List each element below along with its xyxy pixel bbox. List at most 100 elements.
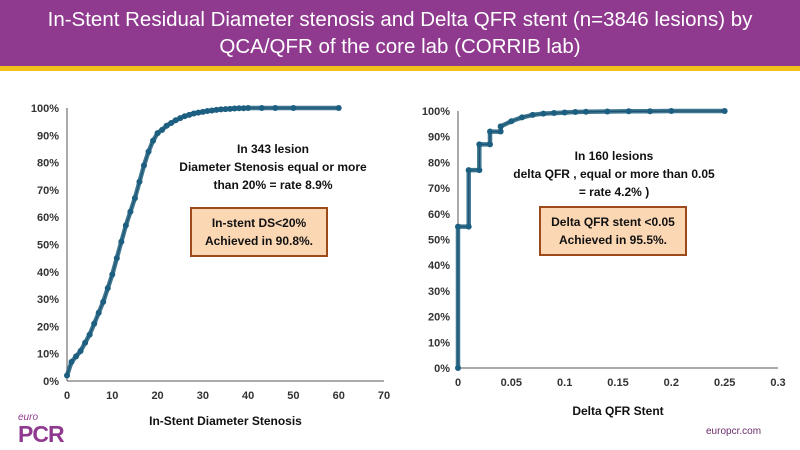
chart2-y-tick-label: 10%	[428, 337, 450, 349]
chart1-data-point	[181, 113, 188, 120]
chart1-data-point	[118, 238, 125, 245]
chart1-callout-box	[190, 207, 328, 257]
chart1-annotation-line: Diameter Stenosis equal or more	[179, 160, 367, 174]
chart2-x-tick-label: 0.1	[557, 377, 572, 389]
chart1-data-point	[136, 178, 143, 185]
chart1-data-point	[245, 105, 252, 111]
chart1-x-tick-label: 0	[64, 390, 70, 402]
chart2-data-point	[604, 108, 611, 115]
chart1-data-point	[186, 111, 193, 118]
chart1-data-point	[73, 353, 80, 360]
chart2-data-point	[551, 110, 557, 117]
chart1-data-point	[258, 105, 265, 111]
chart1-annotation-line: than 20% = rate 8.9%	[213, 178, 332, 192]
chart1-x-tick-label: 70	[378, 390, 390, 402]
chart1-x-tick-label: 20	[151, 390, 163, 402]
chart1-y-tick-label: 40%	[37, 267, 59, 279]
chart1-data-point	[227, 105, 234, 112]
chart1-x-tick-label: 40	[242, 390, 254, 402]
chart1-data-point	[100, 298, 107, 305]
chart2-y-tick-label: 90%	[428, 132, 450, 144]
chart1-y-tick-label: 80%	[37, 158, 59, 170]
chart1-y-tick-label: 0%	[43, 376, 59, 388]
chart2-annotation-line: delta QFR , equal or more than 0.05	[513, 167, 715, 181]
chart1-data-point	[217, 106, 224, 113]
chart2-x-axis-title: Delta QFR Stent	[572, 404, 663, 418]
chart1-data-point	[231, 105, 238, 112]
header-accent-rule	[0, 66, 800, 71]
chart2-data-point	[583, 108, 589, 115]
chart2-data-point	[721, 108, 728, 114]
chart1-y-tick-label: 20%	[37, 321, 59, 333]
chart2-data-point	[519, 114, 525, 121]
slide-title-bar: In-Stent Residual Diameter stenosis and …	[0, 0, 800, 66]
chart1-callout-line: In-stent DS<20%	[212, 216, 307, 230]
chart2-data-point	[476, 167, 483, 174]
chart1-y-tick-label: 30%	[37, 294, 59, 306]
chart2-data-point	[487, 141, 493, 148]
chart1-x-axis-title: In-Stent Diameter Stenosis	[149, 414, 302, 428]
chart2-data-point	[508, 118, 515, 125]
europcr-logo: euro PCR	[18, 412, 78, 447]
chart1-callout-line: Achieved in 90.8%.	[205, 234, 313, 248]
chart1-data-point	[95, 309, 102, 316]
chart1-data-point	[131, 195, 138, 202]
chart1-data-point	[168, 120, 175, 127]
chart1-data-point	[127, 208, 134, 215]
chart2-annotation-line: = rate 4.2% )	[579, 185, 649, 199]
chart1-data-point	[145, 148, 152, 155]
logo-pcr-text: PCR	[18, 421, 65, 447]
chart1-data-point	[172, 117, 179, 124]
chart2-data-point	[668, 108, 675, 114]
chart1-data-point	[122, 222, 129, 229]
chart2-data-point	[529, 111, 536, 118]
chart2-data-point	[497, 123, 504, 130]
chart1-data-point	[154, 130, 161, 137]
chart2-x-tick-label: 0.2	[664, 377, 679, 389]
chart2-annotation-line: In 160 lesions	[575, 149, 654, 163]
chart2-y-tick-label: 40%	[428, 260, 450, 272]
chart1-data-point	[208, 107, 215, 114]
chart1-data-point	[335, 105, 342, 111]
chart1-data-point	[104, 285, 111, 292]
chart1-y-tick-label: 60%	[37, 212, 59, 224]
chart1-x-tick-label: 30	[197, 390, 209, 402]
chart1-data-point	[68, 358, 75, 365]
chart1-data-point	[236, 105, 243, 112]
chart1-data-point	[109, 271, 116, 278]
chart1-data-point	[113, 255, 120, 262]
chart1-data-point	[177, 115, 184, 122]
chart1-y-tick-label: 10%	[37, 349, 59, 361]
chart1-data-point	[272, 105, 279, 111]
chart1-y-tick-label: 100%	[31, 103, 59, 115]
chart1-x-tick-label: 10	[106, 390, 118, 402]
chart2-data-point	[476, 141, 483, 148]
chart2-y-tick-label: 50%	[428, 235, 450, 247]
chart1-data-point	[82, 339, 89, 346]
chart1-y-tick-label: 70%	[37, 185, 59, 197]
chart2-data-point	[455, 365, 461, 371]
chart1-data-point	[195, 109, 202, 116]
slide-title-line-2: QCA/QFR of the core lab (CORRIB lab)	[219, 35, 581, 58]
chart1-data-point	[204, 108, 211, 115]
chart1-data-point	[150, 137, 157, 144]
chart1-data-point	[159, 126, 166, 133]
chart1-data-point	[140, 162, 147, 169]
chart2-y-tick-label: 70%	[428, 183, 450, 195]
chart1-data-point	[222, 106, 229, 113]
chart2-y-tick-label: 100%	[422, 106, 450, 118]
chart1-data-point	[213, 106, 220, 113]
chart1-data-point	[86, 331, 93, 338]
chart2-y-tick-label: 60%	[428, 209, 450, 221]
chart1-x-tick-label: 60	[333, 390, 345, 402]
chart2-y-tick-label: 0%	[434, 363, 450, 375]
chart2-callout-box	[539, 206, 687, 256]
chart2-y-tick-label: 80%	[428, 157, 450, 169]
chart2-x-tick-label: 0.15	[607, 377, 628, 389]
slide-title-line-1: In-Stent Residual Diameter stenosis and …	[47, 8, 753, 31]
website-url: europcr.com	[706, 426, 762, 437]
chart1-data-point	[64, 372, 70, 379]
chart1-data-point	[190, 110, 197, 117]
chart1-data-point	[163, 122, 170, 129]
